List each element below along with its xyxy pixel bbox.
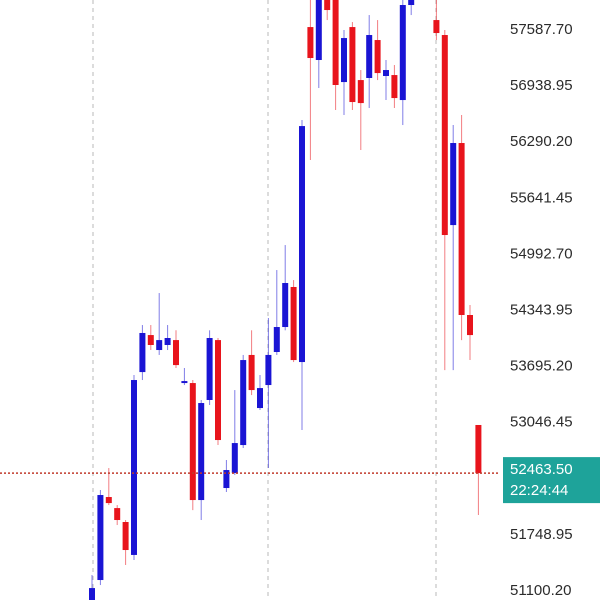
price-tag bbox=[503, 457, 600, 504]
candle-body bbox=[223, 470, 230, 489]
candle-body bbox=[399, 5, 406, 101]
candle-body bbox=[374, 40, 381, 74]
candle-body bbox=[441, 35, 448, 236]
candle-body bbox=[458, 143, 465, 316]
y-tick-label: 54992.70 bbox=[510, 245, 573, 262]
candle-body bbox=[231, 443, 238, 473]
candle-body bbox=[257, 388, 263, 409]
price-tag-time: 22:24:44 bbox=[510, 482, 568, 499]
candle-body bbox=[89, 588, 95, 600]
y-tick-label: 51100.20 bbox=[510, 582, 571, 599]
candle-body bbox=[265, 354, 272, 386]
candle-body bbox=[189, 383, 196, 501]
candle-body bbox=[282, 283, 289, 328]
candle-body bbox=[273, 327, 280, 353]
candle-body bbox=[475, 424, 482, 474]
candle-body bbox=[332, 0, 339, 85]
candle-body bbox=[198, 403, 205, 501]
candle-body bbox=[467, 315, 473, 336]
candle-body bbox=[290, 286, 297, 361]
candle-body bbox=[215, 340, 221, 441]
candle-body bbox=[147, 335, 154, 346]
candle-body bbox=[206, 338, 213, 400]
y-tick-label: 53695.20 bbox=[510, 358, 573, 375]
candle-body bbox=[408, 0, 415, 6]
candle-body bbox=[156, 340, 163, 351]
candle-body bbox=[114, 508, 121, 521]
candle-body bbox=[164, 338, 171, 346]
candle-body bbox=[349, 27, 356, 103]
candle-body bbox=[139, 332, 146, 373]
y-tick-label: 54343.95 bbox=[510, 301, 573, 318]
candle-body bbox=[450, 143, 457, 226]
candle-body bbox=[341, 38, 347, 83]
candle-body bbox=[248, 354, 255, 391]
y-tick-label: 56938.95 bbox=[510, 77, 573, 94]
candle-body bbox=[366, 35, 373, 78]
candle-body bbox=[299, 126, 305, 363]
price-tag-value: 52463.50 bbox=[510, 461, 573, 478]
candle-body bbox=[181, 381, 188, 384]
y-tick-label: 55641.45 bbox=[510, 189, 573, 206]
candle-body bbox=[307, 27, 314, 59]
y-tick-label: 51748.95 bbox=[510, 526, 573, 543]
candle-body bbox=[324, 0, 331, 11]
candle-body bbox=[97, 495, 104, 581]
candle-body bbox=[105, 497, 112, 504]
y-tick-label: 56290.20 bbox=[510, 133, 573, 150]
candle-body bbox=[315, 0, 322, 61]
candle-body bbox=[433, 20, 440, 34]
candle-body bbox=[240, 360, 247, 446]
candle-body bbox=[391, 75, 398, 99]
candle-body bbox=[131, 380, 137, 555]
candle-body bbox=[357, 80, 364, 104]
y-tick-label: 53046.45 bbox=[510, 414, 573, 431]
candle-body bbox=[173, 340, 179, 366]
candle-body bbox=[383, 70, 389, 77]
y-tick-label: 57587.70 bbox=[510, 21, 573, 38]
candle-body bbox=[122, 522, 129, 551]
